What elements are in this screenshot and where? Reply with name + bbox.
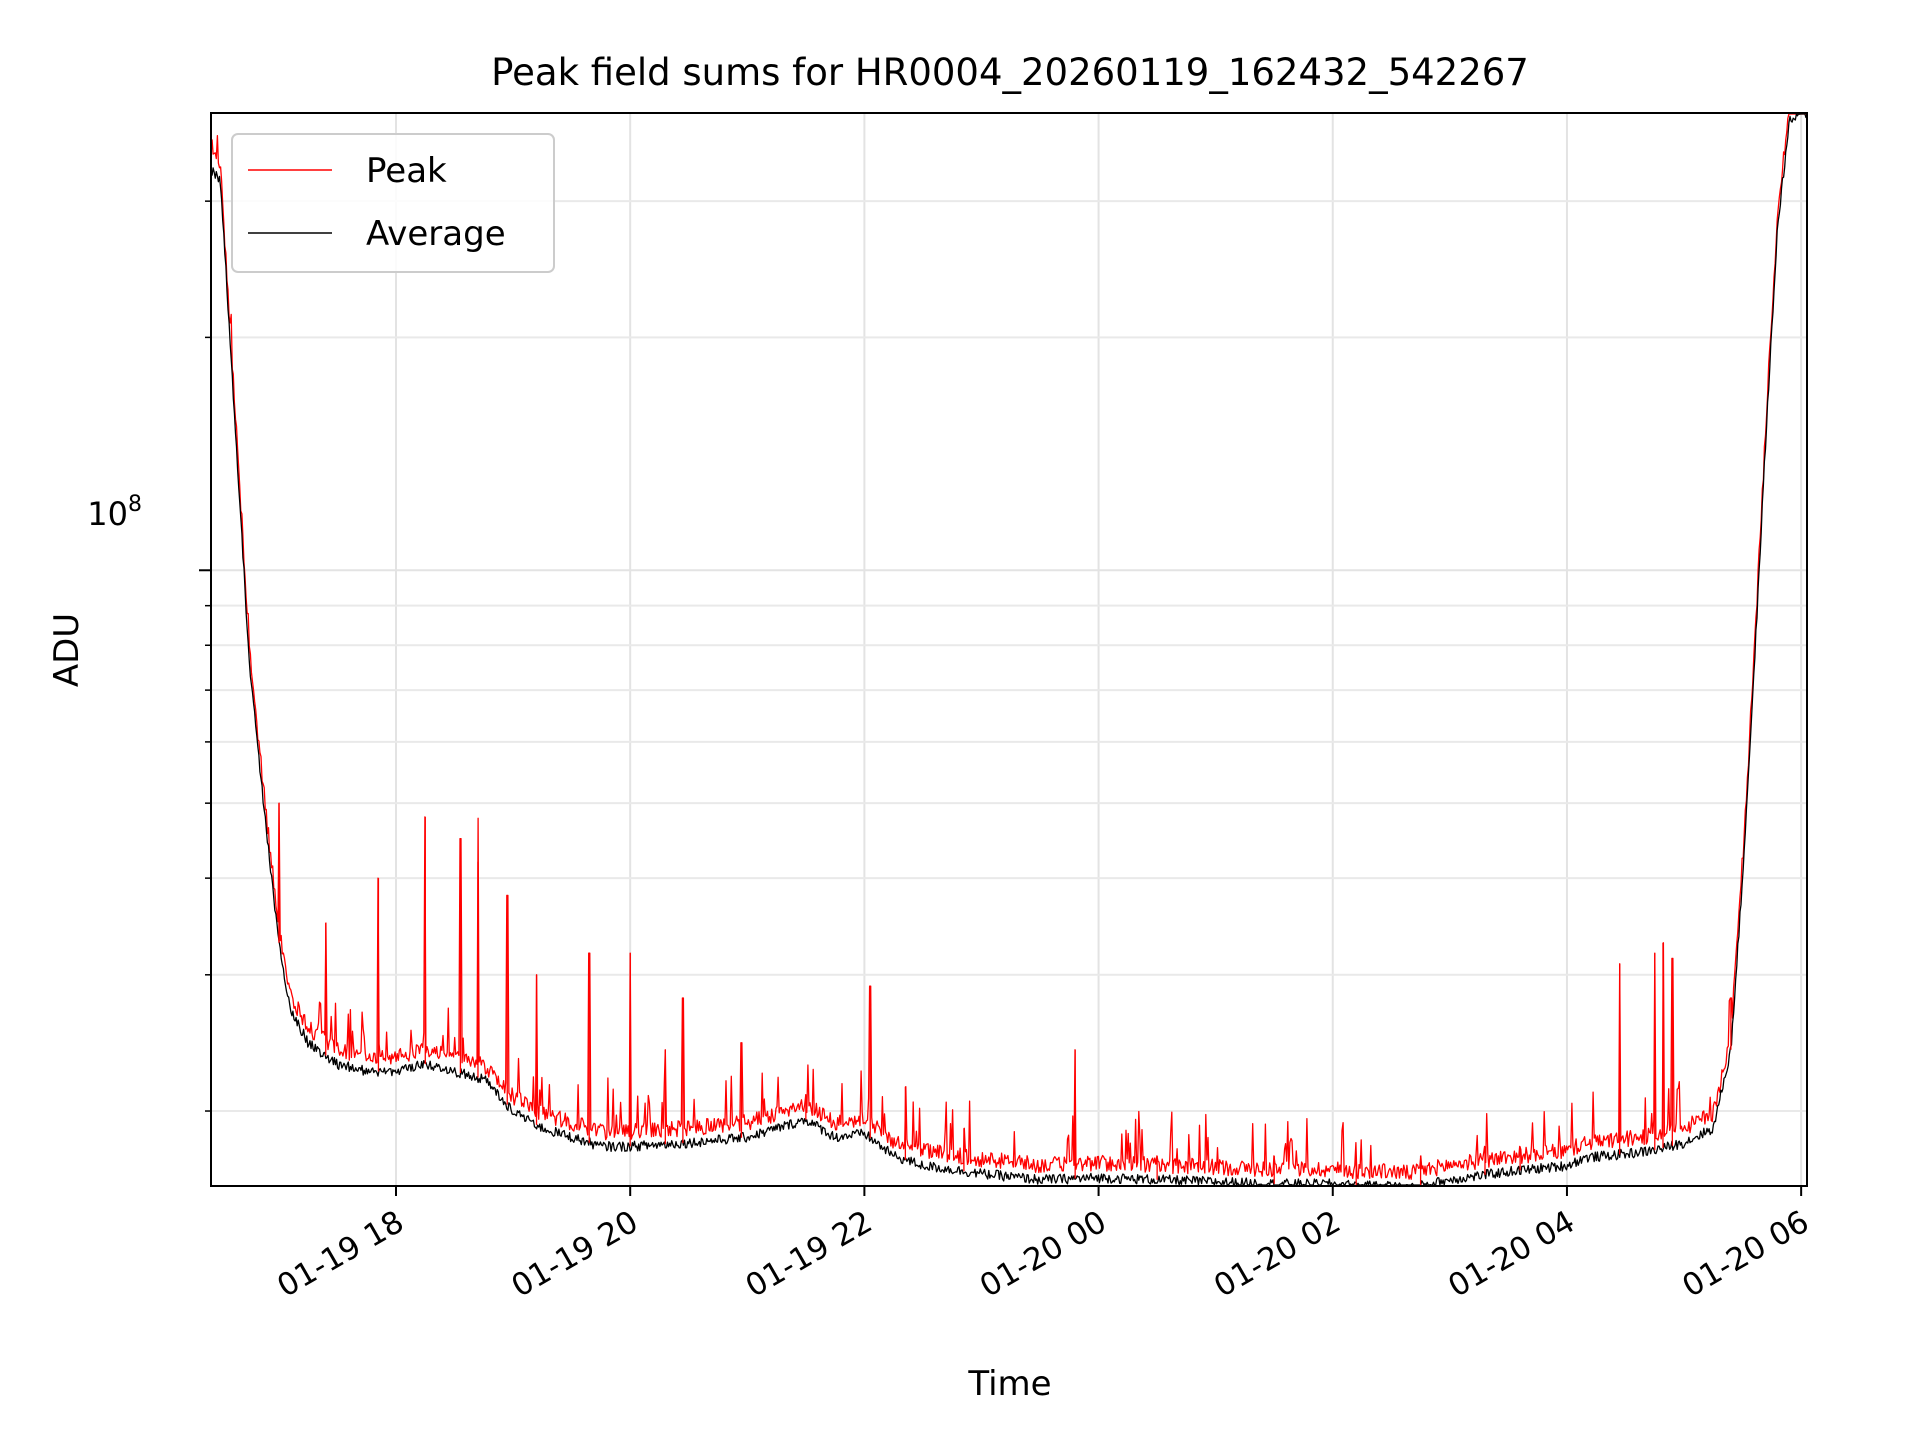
x-axis-label: Time: [967, 1364, 1051, 1404]
legend-label-average: Average: [366, 214, 506, 254]
plot-frame: [210, 112, 1808, 1187]
y-major-tick-label: 108: [87, 492, 142, 533]
y-axis-label: ADU: [47, 613, 87, 687]
grid-lines: [211, 113, 1807, 1186]
legend-box: [231, 133, 555, 273]
legend: Peak Average: [231, 133, 555, 273]
series-line-peak: [210, 113, 1807, 1180]
plot-series: [210, 113, 1808, 1186]
chart-title: Peak field sums for HR0004_20260119_1624…: [491, 51, 1529, 94]
y-major-tick-exponent: 8: [128, 492, 142, 517]
series-line-average: [210, 113, 1808, 1186]
legend-label-peak: Peak: [366, 151, 447, 191]
y-major-tick-base: 10: [87, 495, 128, 533]
